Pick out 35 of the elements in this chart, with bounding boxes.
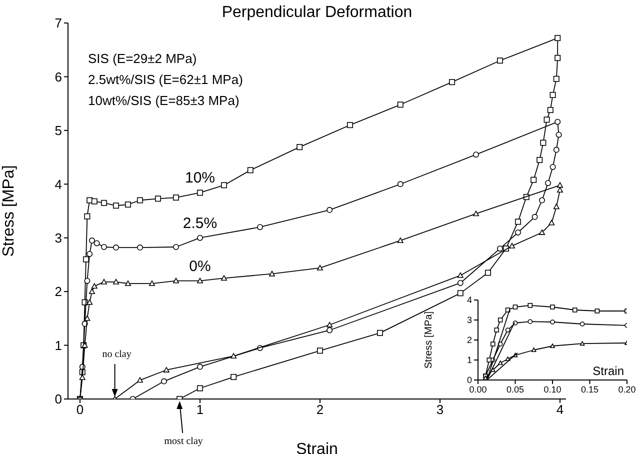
x-tick-label: 3 [436, 402, 444, 418]
x-tick-label: 0.00 [469, 384, 487, 394]
x-tick-label: 0.15 [580, 384, 599, 394]
x-tick-label: 0 [76, 402, 84, 418]
y-axis-title: Stress [MPa] [0, 165, 18, 257]
series-label: 10% [184, 170, 216, 187]
x-tick-label: 0.05 [506, 384, 524, 394]
x-tick-label: 2 [316, 402, 324, 418]
y-tick-label: 3 [54, 230, 62, 246]
y-tick-label: 2 [466, 335, 472, 346]
y-axis-title: Stress [MPa] [424, 311, 435, 369]
y-tick-label: 4 [466, 295, 472, 306]
y-tick-label: 1 [54, 338, 62, 353]
y-tick-label: 5 [54, 123, 62, 138]
y-tick-label: 1 [466, 355, 472, 366]
y-tick-label: 0 [466, 375, 472, 386]
x-axis-title: Strain [592, 364, 624, 378]
y-tick-label: 6 [54, 69, 62, 84]
chart-title: Perpendicular Deformation [222, 4, 412, 21]
y-tick-label: 7 [54, 16, 62, 31]
annotation: SIS (E=29±2 MPa) [88, 51, 197, 66]
series-label: 2.5% [182, 214, 218, 232]
y-tick-label: 2 [54, 284, 62, 300]
x-axis-title: Strain [296, 441, 338, 454]
x-tick-label: 1 [196, 402, 204, 418]
annotation: no clay [102, 349, 132, 360]
x-tick-label: 4 [556, 402, 564, 418]
y-tick-label: 3 [466, 315, 472, 326]
annotation: most clay [164, 436, 203, 447]
series-label: 0% [189, 258, 211, 275]
annotation: 10wt%/SIS (E=85±3 MPa) [88, 93, 240, 108]
annotation: 2.5wt%/SIS (E=62±1 MPa) [88, 72, 243, 87]
x-tick-label: 0.20 [618, 384, 636, 394]
x-tick-label: 0.10 [544, 384, 562, 394]
y-tick-label: 4 [54, 176, 62, 192]
